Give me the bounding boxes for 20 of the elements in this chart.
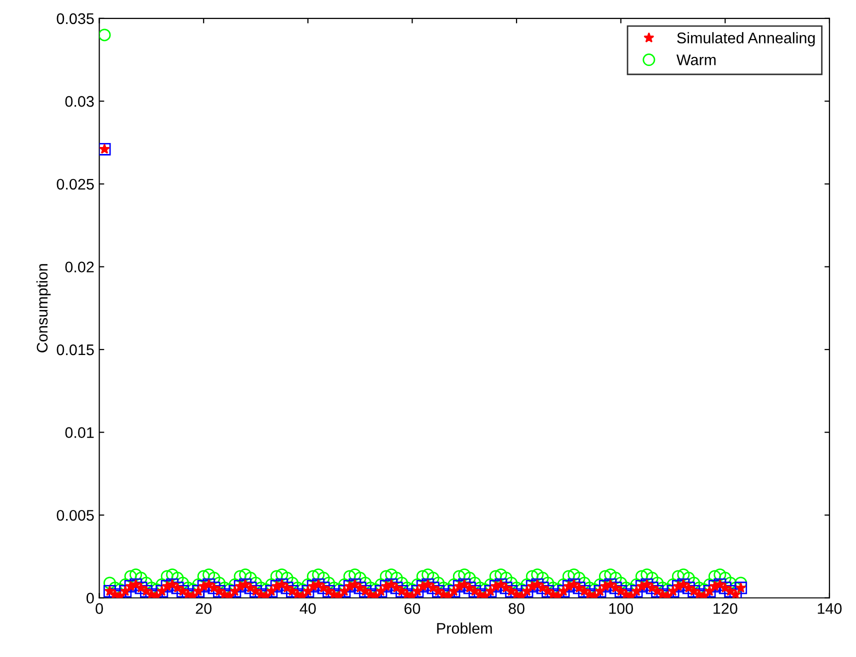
x-tick-label: 0 xyxy=(96,603,103,614)
y-tick-label: 0.015 xyxy=(56,344,94,356)
y-tick-label: 0.01 xyxy=(65,427,94,438)
legend-label: Warm xyxy=(676,54,716,66)
x-tick-label: 120 xyxy=(714,603,738,614)
x-tick-label: 80 xyxy=(508,603,524,614)
x-tick-label: 140 xyxy=(818,603,842,614)
y-tick-label: 0.035 xyxy=(56,13,94,24)
y-tick-label: 0.025 xyxy=(56,178,94,190)
x-tick-label: 100 xyxy=(609,603,633,614)
x-axis-title: Problem xyxy=(437,622,492,634)
y-tick-label: 0.03 xyxy=(65,96,94,107)
y-tick-label: 0.02 xyxy=(65,262,94,272)
x-tick-label: 60 xyxy=(404,603,420,614)
y-axis-title: Consumption xyxy=(36,264,51,352)
y-tick-label: 0 xyxy=(86,592,94,604)
x-tick-label: 40 xyxy=(300,603,316,614)
y-tick-label: 0.005 xyxy=(56,510,94,521)
legend-label: Simulated Annealing xyxy=(677,32,815,46)
x-tick-label: 20 xyxy=(196,603,212,614)
